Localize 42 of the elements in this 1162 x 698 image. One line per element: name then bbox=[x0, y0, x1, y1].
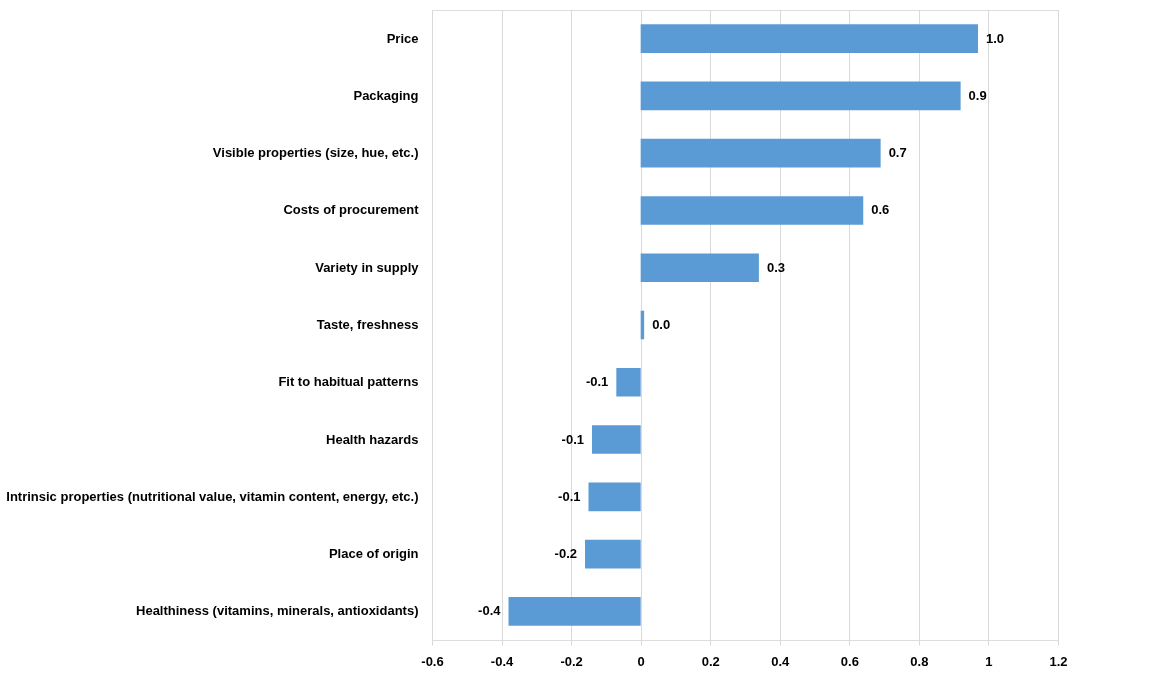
bar bbox=[585, 539, 641, 569]
bar bbox=[640, 24, 979, 53]
y-tick-label: Fit to habitual patterns bbox=[278, 374, 419, 390]
bar bbox=[640, 81, 961, 111]
data-label: 0.3 bbox=[766, 259, 785, 275]
x-tick-label: -0.6 bbox=[421, 653, 444, 669]
x-tick-label: 1 bbox=[985, 653, 993, 669]
y-tick-label: Taste, freshness bbox=[316, 317, 419, 332]
data-label: -0.1 bbox=[561, 431, 584, 447]
data-label: 0.9 bbox=[968, 87, 987, 103]
x-tick-label: -0.2 bbox=[560, 653, 583, 669]
bar bbox=[616, 367, 641, 397]
data-label: 0.0 bbox=[652, 317, 671, 332]
x-tick-label: 0.6 bbox=[840, 653, 859, 669]
y-tick-label: Intrinsic properties (nutritional value, vitamin content, energy, etc.) bbox=[6, 488, 419, 504]
x-tick-label: 0 bbox=[637, 653, 645, 669]
x-tick-label: 0.2 bbox=[701, 653, 720, 669]
bar bbox=[591, 425, 641, 454]
y-tick-label: Visible properties (size, hue, etc.) bbox=[212, 145, 419, 161]
y-tick-label: Costs of procurement bbox=[283, 202, 420, 218]
data-label: -0.1 bbox=[585, 374, 609, 390]
y-tick-label: Place of origin bbox=[328, 546, 419, 562]
y-tick-label: Price bbox=[386, 30, 419, 46]
bar bbox=[508, 597, 641, 626]
x-tick-label: 0.8 bbox=[910, 653, 929, 669]
bar bbox=[640, 138, 881, 168]
y-tick-label: Health hazards bbox=[326, 431, 419, 447]
bar bbox=[588, 482, 641, 512]
data-label: 0.6 bbox=[871, 202, 890, 218]
data-label: 1.0 bbox=[986, 30, 1005, 46]
y-tick-label: Healthiness (vitamins, minerals, antioxidants) bbox=[136, 603, 419, 619]
y-tick-label: Packaging bbox=[353, 87, 419, 103]
data-label: -0.4 bbox=[478, 603, 502, 619]
x-tick-label: 1.2 bbox=[1049, 653, 1068, 669]
y-tick-label: Variety in supply bbox=[315, 259, 420, 275]
data-label: 0.7 bbox=[888, 145, 907, 161]
data-label: -0.1 bbox=[558, 488, 581, 504]
x-tick-label: 0.4 bbox=[771, 653, 791, 669]
bar bbox=[640, 253, 759, 283]
x-tick-label: -0.4 bbox=[490, 653, 515, 669]
bar bbox=[640, 196, 864, 225]
data-label: -0.2 bbox=[554, 546, 578, 562]
